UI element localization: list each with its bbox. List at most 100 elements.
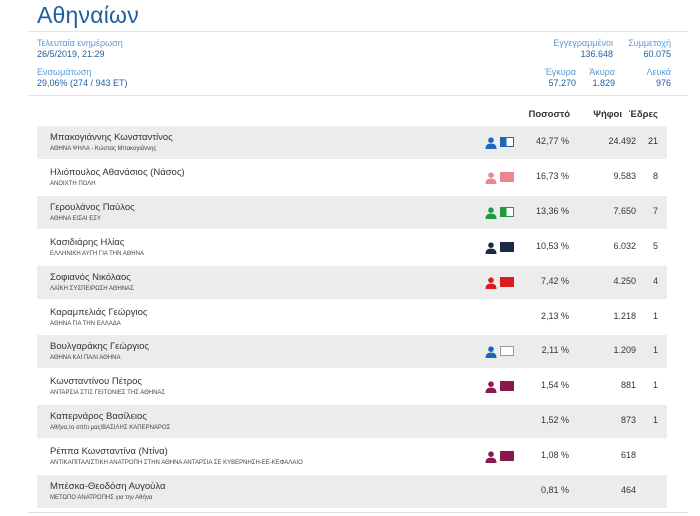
seats-column-header: Έδρες xyxy=(628,109,658,120)
integration-value: 29,06% (274 / 943 ΕΤ) xyxy=(37,78,128,88)
party-name: ΑΝΟΙΧΤΗ ΠΟΛΗ xyxy=(50,180,96,187)
candidate-name: Ηλιόπουλος Αθανάσιος (Νάσος) xyxy=(50,166,185,178)
person-icon xyxy=(485,346,497,359)
candidate-name: Ρέππα Κωνσταντίνα (Ντίνα) xyxy=(50,446,168,458)
seats-cell: 7 xyxy=(652,205,658,216)
votes-cell: 24.492 xyxy=(608,136,636,146)
candidate-name: Βουλγαράκης Γεώργιος xyxy=(50,341,149,353)
votes-cell: 9.583 xyxy=(613,170,636,181)
votes-cell: 1.218 xyxy=(613,310,636,321)
party-name: Αθήνα,το σπίτι μας!ΒΑΣΙΛΗΣ ΚΑΠΕΡΝΑΡΟΣ xyxy=(50,425,171,432)
table-row[interactable]: Ρέππα Κωνσταντίνα (Ντίνα) ΑΝΤΙΚΑΠΙΤΑΛΙΣΤΙ… xyxy=(37,440,667,473)
votes-cell: 618 xyxy=(620,450,636,461)
table-row[interactable]: Γερουλάνος Παύλος ΑΘΗΝΑ ΕΙΣΑΙ ΕΣΥ 13,36 % 7… xyxy=(37,195,667,229)
party-color-swatch xyxy=(500,346,514,357)
candidate-name: Καπερνάρος Βασίλειος xyxy=(50,411,147,423)
votes-cell: 4.250 xyxy=(613,275,636,286)
person-icon xyxy=(485,276,497,289)
party-color-swatch xyxy=(500,241,514,252)
votes-cell: 464 xyxy=(620,485,636,495)
party-name: ΑΘΗΝΑ ΕΙΣΑΙ ΕΣΥ xyxy=(50,215,101,222)
table-row[interactable]: Καραμπελιάς Γεώργιος ΑΘΗΝΑ ΓΙΑ ΤΗΝ ΕΛΛΑΔΑ… xyxy=(37,301,667,334)
party-color-swatch xyxy=(500,137,514,147)
percent-cell: 1,08 % xyxy=(540,450,569,461)
seats-cell: 21 xyxy=(647,136,658,146)
percent-cell: 2,13 % xyxy=(540,310,569,321)
table-row[interactable]: Κασιδιάρης Ηλίας ΕΛΛΗΝΙΚΗ ΑΥΓΗ ΓΙΑ ΤΗΝ ΑΘ… xyxy=(37,231,667,264)
invalid-value: 1.829 xyxy=(592,78,615,88)
seats-cell: 1 xyxy=(652,345,658,356)
percent-cell: 13,36 % xyxy=(535,205,569,216)
header-divider xyxy=(28,31,688,32)
seats-cell: 1 xyxy=(652,380,658,391)
registered-label: Εγγεγραμμένοι xyxy=(553,38,613,48)
valid-label: Έγκυρα xyxy=(544,67,576,77)
table-row[interactable]: Βουλγαράκης Γεώργιος ΑΘΗΝΑ ΚΑΙ ΠΑΛΙ ΑΘΗΝΑ… xyxy=(37,335,667,369)
person-icon xyxy=(485,451,497,464)
last-update-value: 26/5/2019, 21:29 xyxy=(37,49,105,59)
party-name: ΑΝΤΑΡΣΙΑ ΣΤΙΣ ΓΕΙΤΟΝΙΕΣ ΤΗΣ ΑΘΗΝΑΣ xyxy=(50,390,166,397)
percent-cell: 0,81 % xyxy=(540,485,569,495)
party-color-swatch xyxy=(500,276,514,287)
percent-cell: 1,52 % xyxy=(540,415,569,426)
blank-value: 976 xyxy=(655,78,671,88)
party-name: ΕΛΛΗΝΙΚΗ ΑΥΓΗ ΓΙΑ ΤΗΝ ΑΘΗΝΑ xyxy=(50,250,144,257)
party-name: ΛΑΪΚΗ ΣΥΣΠΕΙΡΩΣΗ ΑΘΗΝΑΣ xyxy=(50,285,134,292)
participation-value: 60.075 xyxy=(643,49,671,59)
invalid-stat: Άκυρα 1.829 xyxy=(589,67,615,89)
seats-cell: 8 xyxy=(652,170,658,181)
party-color-swatch xyxy=(500,381,514,392)
party-name: ΑΝΤΙΚΑΠΙΤΑΛΙΣΤΙΚΗ ΑΝΑΤΡΟΠΗ ΣΤΗΝ ΑΘΗΝΑ ΑΝ… xyxy=(50,460,303,467)
votes-cell: 7.650 xyxy=(613,205,636,216)
table-row[interactable]: Καπερνάρος Βασίλειος Αθήνα,το σπίτι μας!Β… xyxy=(37,405,667,439)
blank-label: Λευκά xyxy=(646,67,671,77)
table-row[interactable]: Μπέσκα-Θεοδόση Αυγούλα ΜΕΤΩΠΟ ΑΝΑΤΡΟΠΗΣ γ… xyxy=(37,475,667,508)
percent-cell: 10,53 % xyxy=(535,240,569,251)
table-row[interactable]: Κωνσταντίνου Πέτρος ΑΝΤΑΡΣΙΑ ΣΤΙΣ ΓΕΙΤΟΝΙ… xyxy=(37,370,667,403)
last-update-stat: Τελευταία ενημέρωση 26/5/2019, 21:29 xyxy=(37,38,123,60)
party-color-swatch xyxy=(500,171,514,182)
percent-cell: 2,11 % xyxy=(541,345,569,356)
person-icon xyxy=(485,172,497,184)
votes-cell: 6.032 xyxy=(613,240,636,251)
candidate-name: Γερουλάνος Παύλος xyxy=(50,201,135,213)
table-row[interactable]: Σοφιανός Νικόλαος ΛΑΪΚΗ ΣΥΣΠΕΙΡΩΣΗ ΑΘΗΝΑΣ… xyxy=(37,265,667,299)
invalid-label: Άκυρα xyxy=(589,67,615,77)
party-name: ΜΕΤΩΠΟ ΑΝΑΤΡΟΠΗΣ για την Αθήνα xyxy=(50,495,153,501)
registered-value: 136.648 xyxy=(580,49,613,59)
percent-column-header: Ποσοστό xyxy=(528,109,570,120)
participation-label: Συμμετοχή xyxy=(628,38,671,48)
percent-cell: 16,73 % xyxy=(535,170,569,181)
valid-stat: Έγκυρα 57.270 xyxy=(545,67,576,89)
seats-cell: 1 xyxy=(652,415,658,426)
registered-stat: Εγγεγραμμένοι 136.648 xyxy=(553,38,613,60)
candidate-name: Σοφιανός Νικόλαος xyxy=(50,271,131,283)
person-icon xyxy=(485,242,497,254)
percent-cell: 7,42 % xyxy=(540,275,569,286)
seats-cell: 5 xyxy=(652,240,658,251)
table-row[interactable]: Μπακογιάννης Κωνσταντίνος ΑΘΗΝΑ ΨΗΛΑ - Κώ… xyxy=(37,126,667,159)
stats-divider xyxy=(28,95,688,96)
integration-stat: Ενσωμάτωση 29,06% (274 / 943 ΕΤ) xyxy=(37,67,128,89)
candidate-name: Κασιδιάρης Ηλίας xyxy=(50,236,125,248)
candidate-name: Καραμπελιάς Γεώργιος xyxy=(50,306,148,318)
table-row[interactable]: Ηλιόπουλος Αθανάσιος (Νάσος) ΑΝΟΙΧΤΗ ΠΟΛΗ… xyxy=(37,161,667,194)
votes-cell: 1.209 xyxy=(613,345,636,356)
percent-cell: 42,77 % xyxy=(535,136,569,146)
party-name: ΑΘΗΝΑ ΚΑΙ ΠΑΛΙ ΑΘΗΝΑ xyxy=(50,355,121,362)
party-color-swatch xyxy=(500,206,514,217)
person-icon xyxy=(485,207,497,219)
votes-column-header: Ψήφοι xyxy=(593,109,622,120)
integration-label: Ενσωμάτωση xyxy=(37,67,92,77)
votes-cell: 881 xyxy=(620,380,636,391)
party-name: ΑΘΗΝΑ ΓΙΑ ΤΗΝ ΕΛΛΑΔΑ xyxy=(50,320,121,327)
participation-stat: Συμμετοχή 60.075 xyxy=(628,38,671,60)
blank-stat: Λευκά 976 xyxy=(646,67,671,89)
person-icon xyxy=(485,381,497,394)
page-title: Αθηναίων xyxy=(37,2,139,28)
bottom-divider xyxy=(28,512,688,513)
candidate-name: Κωνσταντίνου Πέτρος xyxy=(50,376,142,388)
percent-cell: 1,54 % xyxy=(540,380,569,391)
candidate-name: Μπέσκα-Θεοδόση Αυγούλα xyxy=(50,481,166,492)
seats-cell: 1 xyxy=(652,310,658,321)
